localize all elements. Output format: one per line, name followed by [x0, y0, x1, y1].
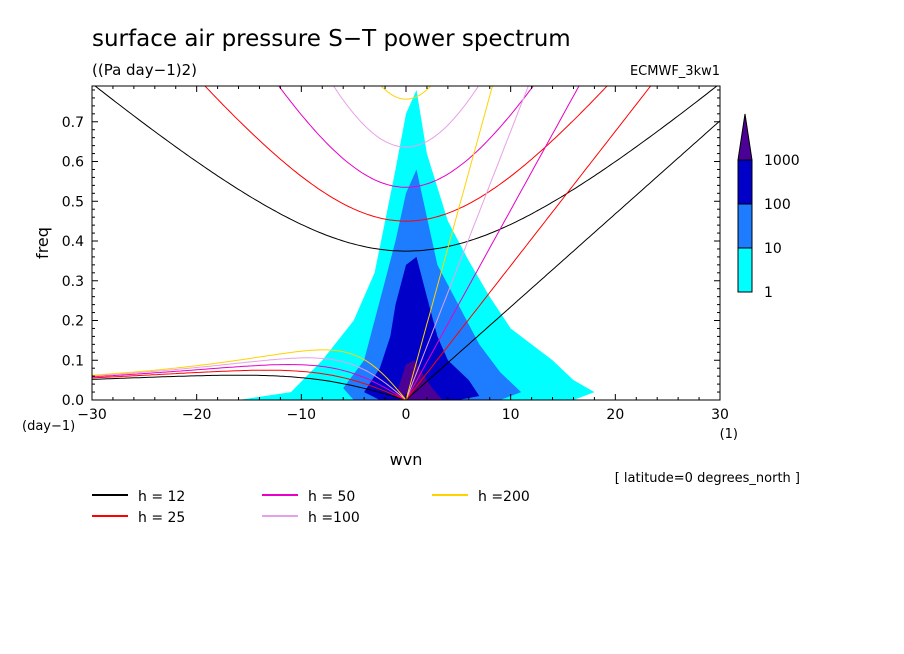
y-tick-label: 0.7 — [62, 115, 84, 131]
dispersion-curve-h25-branch-3 — [92, 369, 407, 400]
colorbar: 1 10 100 1000 — [737, 113, 800, 301]
legend-label: h =100 — [308, 510, 360, 526]
legend-label: h =200 — [478, 489, 530, 505]
legend-label: h = 25 — [138, 510, 185, 526]
colorbar-label: 1000 — [764, 153, 800, 169]
dispersion-curve-h50-branch-2 — [405, 86, 580, 400]
dispersion-curve-h100-branch-3 — [92, 357, 407, 400]
x-tick-label: 10 — [502, 407, 520, 423]
colorbar-box — [737, 159, 753, 205]
dataset-label: ECMWF_3kw1 — [630, 64, 720, 79]
dispersion-curve-h50-branch-1 — [278, 86, 534, 188]
dispersion-curve-h100-branch-1 — [332, 86, 480, 148]
location-note: [ latitude=0 degrees_north ] — [615, 471, 800, 486]
y-tick-label: 0.0 — [62, 393, 84, 409]
x-tick-label: 30 — [711, 407, 729, 423]
power-bands — [238, 90, 595, 400]
y-tick-label: 0.4 — [62, 234, 84, 250]
colorbar-label: 1 — [764, 285, 773, 301]
x-tick-label: 0 — [402, 407, 411, 423]
dispersion-curve-h12-branch-3 — [92, 374, 407, 400]
y-tick-label: 0.2 — [62, 314, 84, 330]
dispersion-curve-h50-branch-3 — [92, 363, 407, 400]
colorbar-box — [737, 203, 753, 249]
dispersion-curve-h25-branch-1 — [204, 86, 608, 222]
dispersion-curve-h200-branch-2 — [405, 86, 493, 400]
y-tick-label: 0.1 — [62, 353, 84, 369]
dispersion-curve-h100-branch-2 — [405, 86, 529, 400]
x-tick-label: −10 — [287, 407, 317, 423]
colorbar-label: 100 — [764, 197, 791, 213]
legend-label: h = 50 — [308, 489, 355, 505]
y-tick-label: 0.5 — [62, 194, 84, 210]
legend: h = 12 h = 25 h = 50 h =100 h =200 — [92, 489, 530, 526]
y-tick-label: 0.6 — [62, 155, 84, 171]
colorbar-label: 10 — [764, 241, 782, 257]
dispersion-curves — [92, 86, 720, 400]
x-axis-unit: (1) — [720, 427, 738, 442]
x-tick-label: −20 — [182, 407, 212, 423]
dispersion-curve-h12-branch-2 — [405, 120, 720, 400]
chart-units: ((Pa day−1)2) — [92, 61, 197, 79]
colorbar-triangle — [737, 113, 753, 161]
chart-title: surface air pressure S−T power spectrum — [92, 26, 571, 52]
y-tick-label: 0.3 — [62, 274, 84, 290]
dispersion-curve-h200-branch-1 — [380, 86, 432, 100]
power-band-100 — [364, 256, 480, 400]
y-axis-unit: (day−1) — [22, 419, 75, 434]
x-axis-label: wvn — [390, 450, 423, 469]
colorbar-box — [737, 247, 753, 293]
y-axis-label: freq — [33, 227, 52, 259]
dispersion-curve-h200-branch-3 — [92, 349, 407, 400]
power-band-1000 — [395, 360, 443, 400]
dispersion-curve-h25-branch-2 — [405, 86, 652, 400]
x-tick-label: 20 — [606, 407, 624, 423]
legend-label: h = 12 — [138, 489, 185, 505]
power-band-10 — [343, 169, 522, 400]
x-tick-label: −30 — [77, 407, 107, 423]
axes: −30 −20 −10 0 10 20 30 0.0 0.1 0.2 0.3 0.4 0.5 0.6 0.7 — [62, 86, 729, 423]
dispersion-curve-h12-branch-1 — [94, 86, 718, 252]
